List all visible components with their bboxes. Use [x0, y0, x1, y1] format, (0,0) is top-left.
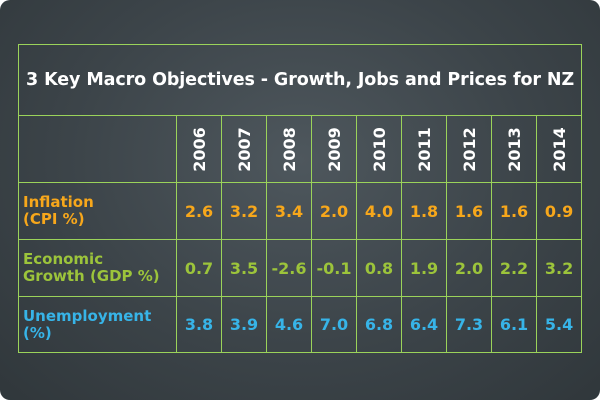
row-label-line2: (%): [23, 323, 52, 342]
year-label: 2007: [234, 126, 254, 172]
row-label-line2: (CPI %): [23, 210, 85, 228]
table-row-growth: Economic Growth (GDP %) 0.7 3.5 -2.6 -0.1…: [18, 239, 583, 297]
table-cell: 1.6: [491, 182, 537, 240]
year-label: 2006: [189, 126, 209, 172]
table-row-unemployment: Unemployment (%) 3.8 3.9 4.6 7.0 6.8 6.4 …: [18, 296, 583, 353]
table-cell: -2.6: [266, 239, 312, 297]
table-cell: 0.8: [356, 239, 402, 297]
table-cell: 0.7: [176, 239, 222, 297]
year-label: 2012: [459, 126, 479, 172]
year-label: 2009: [324, 126, 344, 172]
table-cell: 2.0: [311, 182, 357, 240]
table-cell: -0.1: [311, 239, 357, 297]
row-label-growth: Economic Growth (GDP %): [18, 239, 177, 297]
year-header: 2014: [535, 115, 583, 183]
year-header: 2013: [491, 115, 537, 183]
table-cell: 3.8: [176, 296, 222, 353]
table-cell: 6.8: [356, 296, 402, 353]
table-title: 3 Key Macro Objectives - Growth, Jobs an…: [17, 44, 583, 116]
table-cell: 6.4: [401, 296, 447, 353]
year-header: 2008: [266, 115, 312, 183]
table-cell: 7.3: [446, 296, 492, 353]
year-label: 2014: [549, 126, 569, 172]
table-cell: 3.4: [266, 182, 312, 240]
table-cell: 0.9: [535, 182, 583, 240]
table-cell: 3.5: [221, 239, 267, 297]
row-label-line1: Unemployment: [23, 306, 152, 325]
table-cell: 1.9: [401, 239, 447, 297]
table-cell: 2.2: [491, 239, 537, 297]
year-label: 2008: [279, 126, 299, 172]
year-header: 2010: [356, 115, 402, 183]
table-cell: 1.8: [401, 182, 447, 240]
table-cell: 2.0: [446, 239, 492, 297]
row-label-line1: Inflation: [23, 193, 94, 211]
year-header: 2009: [311, 115, 357, 183]
year-label: 2013: [504, 126, 524, 172]
table-cell: 4.0: [356, 182, 402, 240]
macro-table: 3 Key Macro Objectives - Growth, Jobs an…: [17, 44, 583, 353]
table-row-inflation: Inflation (CPI %) 2.6 3.2 3.4 2.0 4.0 1.8…: [18, 182, 583, 240]
year-label: 2011: [414, 126, 434, 172]
row-label-unemployment: Unemployment (%): [18, 296, 177, 353]
header-corner-cell: [18, 115, 177, 183]
table-cell: 3.2: [221, 182, 267, 240]
table-cell: 6.1: [491, 296, 537, 353]
table-cell: 7.0: [311, 296, 357, 353]
table-cell: 3.2: [535, 239, 583, 297]
row-label-inflation: Inflation (CPI %): [18, 182, 177, 240]
year-header: 2006: [176, 115, 222, 183]
year-header: 2012: [446, 115, 492, 183]
table-cell: 1.6: [446, 182, 492, 240]
year-header: 2011: [401, 115, 447, 183]
row-label-line1: Economic: [23, 250, 104, 268]
year-label: 2010: [369, 126, 389, 172]
table-cell: 3.9: [221, 296, 267, 353]
row-label-line2: Growth (GDP %): [23, 267, 160, 285]
year-header: 2007: [221, 115, 267, 183]
table-cell: 2.6: [176, 182, 222, 240]
table-cell: 4.6: [266, 296, 312, 353]
table-cell: 5.4: [535, 296, 583, 353]
